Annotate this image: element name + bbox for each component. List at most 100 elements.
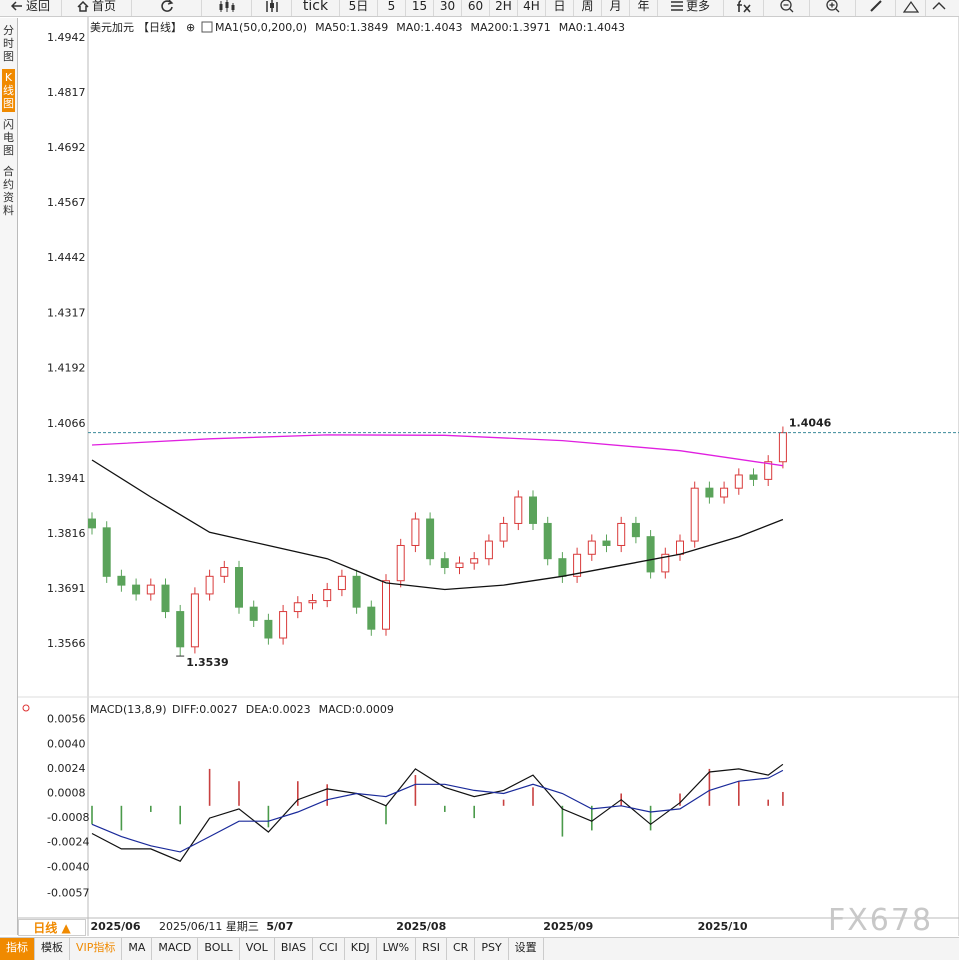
period-tick[interactable]: tick xyxy=(292,0,340,16)
candle-body xyxy=(88,518,96,529)
period-label: 4H xyxy=(523,0,540,13)
x-tick-label: 2025/09 xyxy=(543,920,593,933)
indicator-tab[interactable]: BOLL xyxy=(198,938,240,960)
indicator-tab[interactable]: CR xyxy=(447,938,476,960)
indicator-tab[interactable]: 模板 xyxy=(35,938,70,960)
indicator-tab[interactable]: VIP指标 xyxy=(70,938,123,960)
period-4h[interactable]: 4H xyxy=(518,0,546,16)
y-tick-label: 1.4942 xyxy=(47,31,86,44)
period-5[interactable]: 5 xyxy=(378,0,406,16)
legend-item: MA0:1.4043 xyxy=(396,21,462,34)
candle-body xyxy=(132,584,141,595)
period-5d[interactable]: 5日 xyxy=(340,0,378,16)
period-15[interactable]: 15 xyxy=(406,0,434,16)
period-button[interactable]: 日线 ▲ xyxy=(18,919,86,936)
side-tabs: 分时图 K线图 闪电图 合约资料 xyxy=(0,18,18,935)
legend-icon: ⊕ xyxy=(186,21,195,34)
back-button[interactable]: 返回 xyxy=(0,0,62,16)
period-60[interactable]: 60 xyxy=(462,0,490,16)
candle-body xyxy=(220,567,229,577)
period-year[interactable]: 年 xyxy=(630,0,658,16)
crosshair-bg xyxy=(158,919,266,935)
bars-button[interactable] xyxy=(252,0,292,16)
candle-body xyxy=(352,575,361,608)
indicator-tab[interactable]: KDJ xyxy=(345,938,377,960)
candle-body xyxy=(235,567,243,608)
bars-icon xyxy=(265,0,278,12)
toolbar: 返回 首页 tick 5日 5 15 30 60 2H 4H 日 周 月 年 更… xyxy=(0,0,959,17)
candle-body xyxy=(617,522,626,546)
crosshair-date: 2025/06/11 星期三 xyxy=(159,920,259,933)
candle-button[interactable] xyxy=(202,0,252,16)
indicator-tabs: 指标 模板 VIP指标 MA MACD BOLL VOL BIAS CCI KD… xyxy=(0,937,959,960)
legend-item: MA200:1.3971 xyxy=(471,21,551,34)
legend-item: DEA:0.0023 xyxy=(246,703,311,716)
zoom-out[interactable] xyxy=(764,0,810,16)
period-label: 15 xyxy=(411,0,428,13)
draw-button[interactable] xyxy=(856,0,896,16)
candle-body xyxy=(190,593,199,648)
formula-button[interactable] xyxy=(724,0,764,16)
candle-body xyxy=(411,518,420,546)
indicator-tab[interactable]: PSY xyxy=(475,938,509,960)
side-tab[interactable]: 分时图 xyxy=(3,24,14,63)
period-label: 5 xyxy=(387,0,396,13)
candle-body xyxy=(499,522,508,542)
period-label: 2H xyxy=(495,0,512,13)
indicator-tab[interactable]: MACD xyxy=(152,938,199,960)
candle-body xyxy=(529,496,537,524)
period-2h[interactable]: 2H xyxy=(490,0,518,16)
x-tick-label: 2025/10 xyxy=(698,920,748,933)
side-tab[interactable]: 闪电图 xyxy=(3,118,14,157)
shape-button[interactable] xyxy=(896,0,926,16)
y-tick-label: -0.0024 xyxy=(47,836,89,849)
period-week[interactable]: 周 xyxy=(574,0,602,16)
home-label: 首页 xyxy=(91,0,116,13)
indicator-tab[interactable]: 设置 xyxy=(509,938,544,960)
candle-body xyxy=(426,518,435,560)
back-label: 返回 xyxy=(25,0,50,13)
indicator-tab[interactable]: CCI xyxy=(313,938,345,960)
side-tab[interactable]: 合约资料 xyxy=(3,165,14,217)
side-tab-active[interactable]: K线图 xyxy=(2,69,15,112)
indicator-tab[interactable]: MA xyxy=(122,938,153,960)
fx-icon xyxy=(736,0,751,13)
legend-item: MA1(50,0,200,0) xyxy=(215,21,307,34)
indicator-title: MACD(13,8,9) xyxy=(90,703,167,716)
candle-body xyxy=(249,606,258,621)
low-price-label: 1.3539 xyxy=(186,656,228,669)
collapse-button[interactable] xyxy=(926,0,951,16)
candle-body xyxy=(117,575,126,586)
legend-item: MA0:1.4043 xyxy=(559,21,625,34)
candle-body xyxy=(205,575,214,595)
period-month[interactable]: 月 xyxy=(602,0,630,16)
period-label: 【日线】 xyxy=(138,20,182,34)
y-tick-label: 0.0040 xyxy=(47,737,86,750)
y-tick-label: 1.3816 xyxy=(47,527,86,540)
period-label: 60 xyxy=(467,0,484,13)
zoom-in[interactable] xyxy=(810,0,856,16)
candle-body xyxy=(734,474,743,489)
period-30[interactable]: 30 xyxy=(434,0,462,16)
indicator-tab[interactable]: 指标 xyxy=(0,938,35,960)
y-tick-label: 1.4066 xyxy=(47,417,86,430)
candle-icon xyxy=(219,0,234,12)
more-button[interactable]: 更多 xyxy=(658,0,724,16)
indicator-tab[interactable]: LW% xyxy=(377,938,417,960)
settings-icon xyxy=(22,704,30,712)
home-icon xyxy=(77,0,89,12)
refresh-button[interactable] xyxy=(132,0,202,16)
candle-body xyxy=(676,540,684,555)
indicator-tab[interactable]: RSI xyxy=(416,938,447,960)
candle-body xyxy=(690,487,699,542)
home-button[interactable]: 首页 xyxy=(62,0,132,16)
indicator-tab[interactable]: BIAS xyxy=(275,938,314,960)
period-label: tick xyxy=(302,0,329,14)
period-day[interactable]: 日 xyxy=(546,0,574,16)
period-label: 年 xyxy=(637,0,650,13)
y-tick-label: 0.0024 xyxy=(47,762,86,775)
x-tick-label: 2025/08 xyxy=(396,920,446,933)
indicator-tab[interactable]: VOL xyxy=(240,938,275,960)
y-tick-label: 1.4442 xyxy=(47,251,86,264)
